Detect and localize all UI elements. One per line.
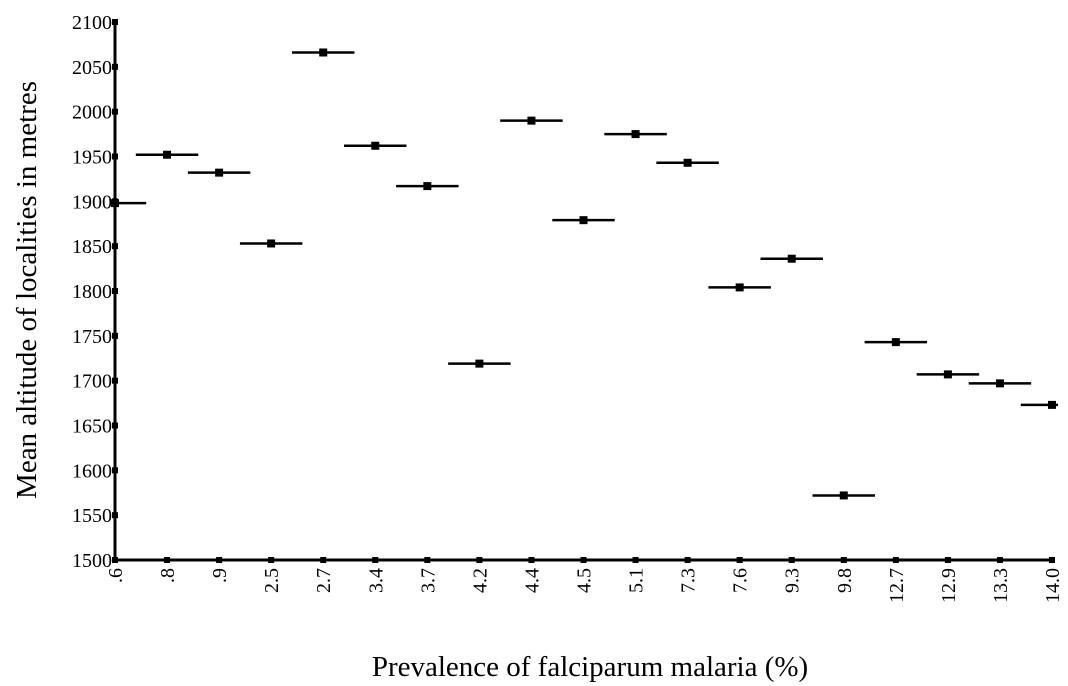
x-tick-label: 12.9 [938, 568, 960, 603]
y-tick-mark [112, 422, 118, 429]
y-tick-mark [112, 512, 118, 519]
x-tick-mark [736, 557, 743, 563]
y-tick-label: 2050 [72, 57, 112, 79]
x-tick-mark [892, 557, 899, 563]
y-tick-mark [112, 153, 118, 160]
x-tick-label: 7.6 [730, 568, 752, 593]
x-tick-mark [840, 557, 847, 563]
x-tick-mark [164, 557, 171, 563]
data-point [943, 370, 952, 379]
y-tick-label: 1950 [72, 147, 112, 169]
data-point [995, 379, 1004, 388]
x-tick-mark [1049, 557, 1055, 563]
data-point [527, 116, 536, 125]
x-tick-mark [268, 557, 275, 563]
y-tick-label: 1500 [72, 550, 112, 572]
data-point [163, 150, 172, 159]
data-point [423, 182, 432, 191]
x-tick-mark [788, 557, 795, 563]
x-tick-label: .9 [209, 568, 231, 583]
x-tick-label: 4.2 [469, 568, 491, 593]
data-point [267, 239, 276, 248]
x-tick-label: 3.4 [365, 568, 387, 593]
y-tick-mark [112, 288, 118, 294]
data-point [787, 254, 796, 263]
y-tick-label: 1600 [72, 460, 112, 482]
x-tick-label: 2.7 [313, 568, 335, 593]
data-point [891, 338, 900, 347]
y-tick-label: 2000 [72, 102, 112, 124]
data-point [215, 168, 224, 177]
axes [113, 22, 1052, 562]
x-tick-mark [944, 557, 951, 563]
y-tick-mark [112, 377, 118, 384]
x-tick-mark [684, 557, 691, 563]
x-tick-mark [320, 557, 327, 563]
x-tick-label: .6 [105, 568, 127, 583]
x-axis-title: Prevalence of falciparum malaria (%) [372, 651, 808, 683]
x-tick-mark [112, 557, 118, 563]
x-tick-label: 4.4 [521, 568, 543, 593]
x-tick-mark [372, 557, 379, 563]
x-tick-label: 12.7 [886, 568, 908, 603]
y-tick-mark [112, 467, 118, 474]
y-axis-title: Mean altitude of localities in metres [11, 81, 43, 499]
x-tick-label: .8 [157, 568, 179, 583]
data-point [319, 48, 328, 57]
x-tick-mark [632, 557, 639, 563]
y-tick-label: 2100 [72, 12, 112, 34]
data-point [475, 359, 484, 368]
x-tick-label: 14.0 [1042, 568, 1064, 603]
x-tick-mark [996, 557, 1003, 563]
x-tick-label: 3.7 [417, 568, 439, 593]
x-tick-mark [216, 557, 223, 563]
data-point [371, 141, 380, 150]
y-tick-label: 1850 [72, 236, 112, 258]
y-tick-label: 1550 [72, 505, 112, 527]
y-ticks: 1500 1550 1600 1650 1700 1750 1800 1850 1900 1950… [72, 12, 118, 572]
y-tick-label: 1750 [72, 326, 112, 348]
data-point [631, 130, 640, 139]
x-tick-mark [528, 557, 535, 563]
y-tick-label: 1700 [72, 371, 112, 393]
data-point [735, 283, 744, 292]
x-tick-label: 4.5 [574, 568, 596, 593]
x-tick-mark [424, 557, 431, 563]
data-point [579, 216, 588, 225]
x-tick-label: 7.3 [678, 568, 700, 593]
x-tick-label: 13.3 [990, 568, 1012, 603]
x-tick-mark [580, 557, 587, 563]
data-marks [111, 48, 1058, 500]
data-point [839, 491, 848, 500]
x-tick-mark [476, 557, 483, 563]
y-tick-mark [112, 19, 118, 25]
data-point [683, 158, 692, 167]
x-tick-label: 9.8 [834, 568, 856, 593]
x-ticks: .6 .8 .9 2.5 2.7 3.4 3.7 4.2 4.4 4.5 5.1 7.3 7.6 9.3 9… [105, 557, 1064, 603]
x-tick-label: 9.3 [782, 568, 804, 593]
y-tick-mark [112, 332, 118, 339]
y-tick-label: 1800 [72, 281, 112, 303]
y-tick-mark [112, 243, 118, 250]
x-tick-label: 5.1 [626, 568, 648, 593]
data-point [111, 199, 119, 208]
data-point [1048, 400, 1056, 409]
y-tick-mark [112, 63, 118, 70]
x-tick-label: 2.5 [261, 568, 283, 593]
y-tick-label: 1650 [72, 416, 112, 438]
y-tick-mark [112, 108, 118, 115]
y-tick-label: 1900 [72, 191, 112, 213]
